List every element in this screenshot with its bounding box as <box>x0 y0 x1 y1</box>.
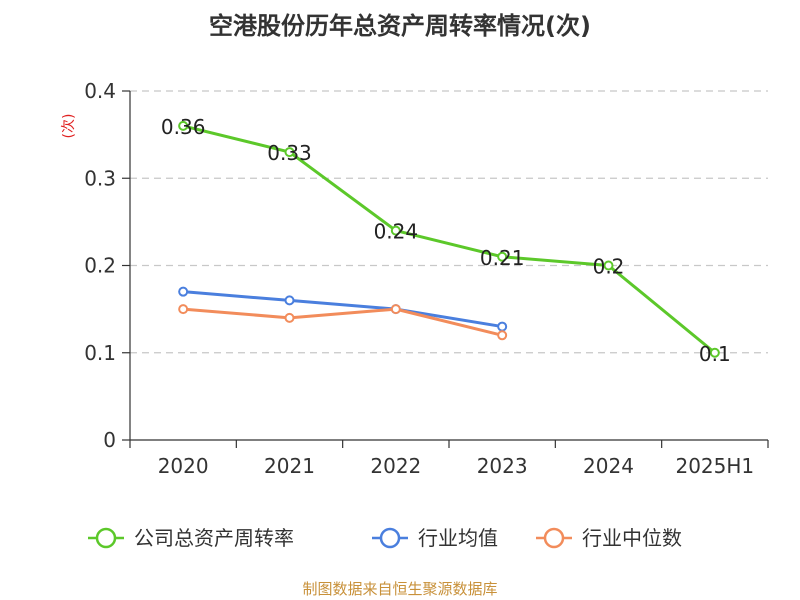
data-point <box>709 347 720 358</box>
data-point <box>178 286 189 297</box>
x-tick-label: 2021 <box>264 454 315 478</box>
legend-marker <box>95 527 117 549</box>
data-point <box>497 251 508 262</box>
legend-marker <box>379 527 401 549</box>
legend-item-label: 行业中位数 <box>582 526 682 550</box>
y-axis-label: (次) <box>61 114 77 139</box>
y-tick-label: 0.3 <box>84 166 116 190</box>
data-label: 0.2 <box>593 255 625 279</box>
series-line <box>183 290 503 329</box>
series-line <box>182 124 716 354</box>
data-point <box>390 304 401 315</box>
data-point <box>178 120 189 131</box>
data-point <box>390 225 401 236</box>
data-point <box>497 330 508 341</box>
data-point <box>284 147 295 158</box>
data-point <box>603 260 614 271</box>
x-tick-label: 2020 <box>158 454 209 478</box>
data-label: 0.33 <box>267 141 312 165</box>
data-point <box>284 312 295 323</box>
source-note: 制图数据来自恒生聚源数据库 <box>302 580 498 598</box>
legend-item-label: 公司总资产周转率 <box>134 526 294 550</box>
legend-item-label: 行业均值 <box>418 526 498 550</box>
x-tick-label: 2025H1 <box>675 454 754 478</box>
data-point <box>497 321 508 332</box>
y-tick-label: 0.2 <box>84 254 116 278</box>
data-point <box>178 304 189 315</box>
data-label: 0.21 <box>480 246 525 270</box>
y-tick-label: 0.4 <box>84 79 116 103</box>
data-point <box>284 295 295 306</box>
data-label: 0.1 <box>699 342 731 366</box>
data-label: 0.24 <box>374 220 419 244</box>
x-tick-label: 2022 <box>370 454 421 478</box>
legend-marker <box>543 527 565 549</box>
y-tick-label: 0 <box>103 428 116 452</box>
y-tick-label: 0.1 <box>84 341 116 365</box>
x-tick-label: 2023 <box>477 454 528 478</box>
chart-title: 空港股份历年总资产周转率情况(次) <box>209 12 591 40</box>
x-tick-label: 2024 <box>583 454 634 478</box>
series-line <box>183 307 503 337</box>
data-label: 0.36 <box>161 115 206 139</box>
